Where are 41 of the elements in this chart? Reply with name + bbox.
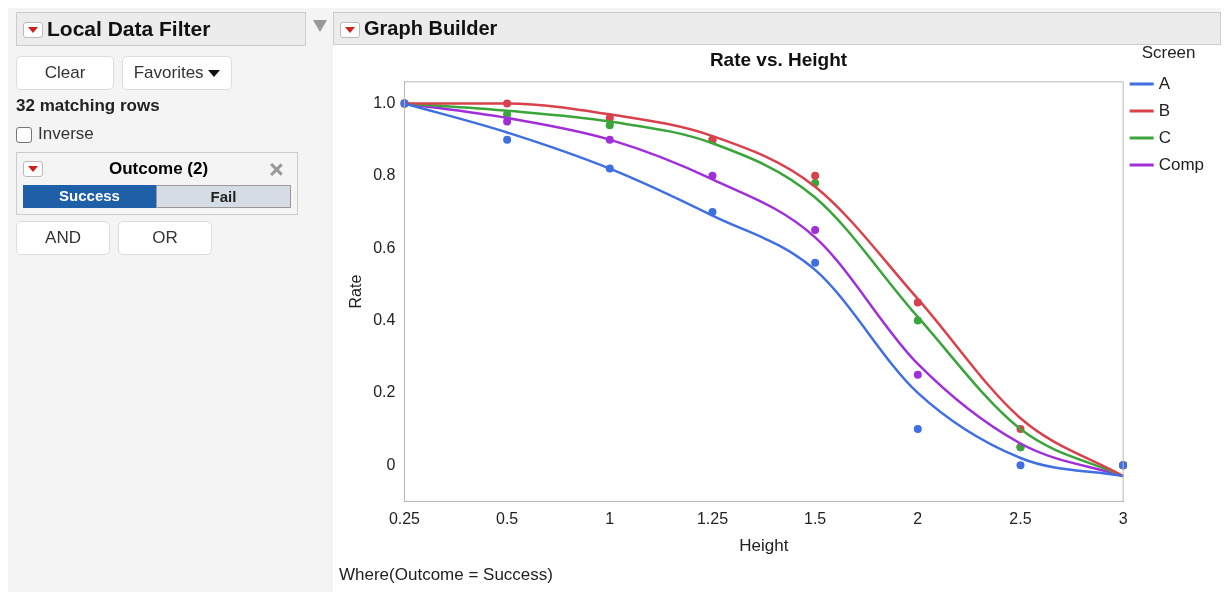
legend-label: Comp [1158,154,1205,174]
y-tick-label: 0.6 [373,238,396,256]
legend-label: B [1158,100,1170,120]
point [811,171,820,180]
x-tick-label: 2 [913,510,923,528]
text: Success [23,185,156,208]
x-tick-label: 0.25 [388,510,421,528]
y-tick-label: 0.2 [373,383,396,401]
x-tick-label: 1.25 [696,510,729,528]
x-tick-label: 3 [1118,510,1128,528]
x-tick-label: 0.5 [495,510,519,528]
y-axis-title: Rate [347,274,365,309]
y-tick-label: 1.0 [373,93,396,111]
y-tick-label: 0.8 [373,166,396,184]
x-axis-title: Height [739,536,789,556]
text: Graph Builder [333,12,1221,45]
text: Where(Outcome = Success) [339,565,554,585]
text: Fail [156,185,291,208]
point [1016,461,1025,470]
text: AND [16,221,110,255]
point [811,226,820,235]
point [913,425,922,434]
text: Inverse [37,124,95,144]
legend-label: C [1158,127,1171,147]
text: Outcome (2) [107,159,210,179]
x-tick-label: 1 [605,510,615,528]
y-tick-label: 0 [386,455,396,473]
x-tick-label: 1.5 [804,510,827,528]
text: Favorites [122,56,232,90]
x-tick-label: 2.5 [1009,510,1032,528]
text: Clear [16,56,114,90]
text: 32 matching rows [16,96,161,116]
point [913,370,922,379]
chart-title: Rate vs. Height [709,48,848,70]
point [503,135,512,144]
point [811,258,820,267]
legend-title: Screen [1141,43,1196,63]
text: Local Data Filter [16,12,306,46]
text: OR [118,221,212,255]
legend-label: A [1158,73,1171,93]
y-tick-label: 0.4 [373,310,396,328]
